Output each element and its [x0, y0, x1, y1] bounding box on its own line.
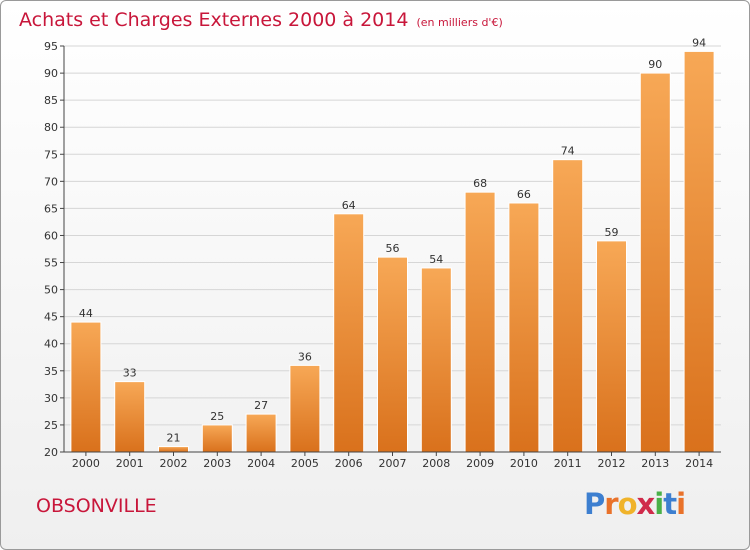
data-label: 94 — [692, 36, 706, 49]
bar — [289, 364, 321, 453]
data-label: 56 — [386, 242, 400, 255]
x-tick-label: 2013 — [641, 457, 669, 470]
x-tick-label: 2005 — [291, 457, 319, 470]
title-text: Achats et Charges Externes 2000 à 2014 — [19, 9, 409, 31]
bars-layer — [70, 50, 715, 453]
bar — [420, 267, 452, 453]
data-label: 27 — [254, 399, 268, 412]
x-tick-label: 2000 — [72, 457, 100, 470]
x-tick-label: 2003 — [203, 457, 231, 470]
brand-letter: r — [604, 487, 618, 521]
y-tick-label: 90 — [44, 67, 58, 80]
bar — [333, 213, 365, 453]
x-tick-label: 2001 — [116, 457, 144, 470]
bar — [377, 256, 408, 453]
bar — [639, 72, 671, 453]
x-tick-label: 2004 — [247, 457, 275, 470]
data-label: 33 — [123, 367, 137, 380]
data-label: 54 — [429, 253, 443, 266]
y-tick-label: 95 — [44, 40, 58, 53]
brand-letter: x — [636, 487, 656, 521]
bar — [158, 446, 189, 453]
bar — [201, 424, 233, 453]
bar — [114, 381, 146, 453]
bar — [245, 413, 277, 453]
y-tick-label: 25 — [44, 419, 58, 432]
bar — [552, 159, 584, 453]
x-tick-label: 2011 — [554, 457, 582, 470]
y-tick-label: 55 — [44, 257, 58, 270]
x-tick-label: 2014 — [685, 457, 713, 470]
data-label: 64 — [342, 199, 356, 212]
bar — [70, 321, 102, 453]
y-tick-label: 85 — [44, 94, 58, 107]
axis-layer — [60, 45, 721, 456]
data-label: 74 — [561, 145, 575, 158]
data-label: 59 — [605, 226, 619, 239]
data-label: 21 — [167, 432, 181, 445]
x-tick-label: 2009 — [466, 457, 494, 470]
x-tick-label: 2008 — [422, 457, 450, 470]
y-tick-label: 30 — [44, 392, 58, 405]
y-tick-label: 20 — [44, 446, 58, 459]
x-tick-label: 2006 — [335, 457, 363, 470]
y-tick-label: 35 — [44, 365, 58, 378]
brand-letter: t — [663, 487, 677, 521]
y-tick-label: 65 — [44, 202, 58, 215]
bar — [683, 50, 715, 453]
brand-letter: i — [676, 487, 686, 521]
x-tick-label: 2002 — [160, 457, 188, 470]
x-tick-label: 2010 — [510, 457, 538, 470]
y-tick-label: 45 — [44, 311, 58, 324]
labels-layer: 20 25 30 35 40 45 50 55 60 65 70 75 80 85 90 95 44 2000 33… — [44, 36, 713, 470]
bar — [464, 191, 496, 453]
unit-note: (en milliers d'€) — [416, 16, 503, 29]
x-tick-label: 2007 — [379, 457, 407, 470]
y-tick-label: 60 — [44, 229, 58, 242]
x-tick-label: 2012 — [598, 457, 626, 470]
bar — [508, 202, 540, 453]
y-tick-label: 40 — [44, 338, 58, 351]
brand-letter: o — [617, 487, 638, 521]
y-tick-label: 80 — [44, 121, 58, 134]
y-tick-label: 70 — [44, 175, 58, 188]
data-label: 44 — [79, 307, 93, 320]
brand-letter: P — [584, 487, 605, 521]
y-tick-label: 75 — [44, 148, 58, 161]
data-label: 36 — [298, 350, 312, 363]
chart-title: Achats et Charges Externes 2000 à 2014 (e… — [19, 9, 503, 31]
data-label: 68 — [473, 177, 487, 190]
bar — [596, 240, 627, 453]
y-tick-label: 50 — [44, 284, 58, 297]
data-label: 66 — [517, 188, 531, 201]
data-label: 25 — [210, 410, 224, 423]
proxiti-logo: Proxiti — [584, 487, 686, 521]
brand-letter: i — [654, 487, 664, 521]
data-label: 90 — [648, 58, 662, 71]
place-name: OBSONVILLE — [36, 495, 157, 517]
